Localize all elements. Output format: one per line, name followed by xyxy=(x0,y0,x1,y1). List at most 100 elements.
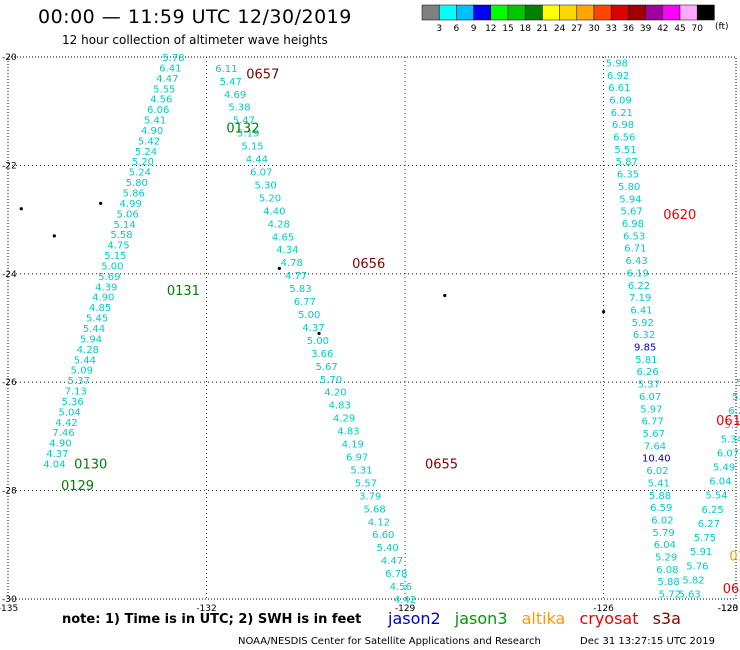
swh-value: 5.51 xyxy=(614,145,636,156)
generation-timestamp: Dec 31 13:27:15 UTC 2019 xyxy=(580,636,715,647)
swh-value: 4.34 xyxy=(276,245,298,256)
footer-note: note: 1) Time is in UTC; 2) SWH is in fe… xyxy=(62,612,362,627)
swh-value: 6.41 xyxy=(159,63,181,74)
swh-value: 5.20 xyxy=(132,157,154,168)
swh-value: 5.24 xyxy=(129,168,151,179)
colorbar-label: 42 xyxy=(657,24,668,34)
island-mark xyxy=(99,201,103,205)
colorbar-swatch xyxy=(679,4,698,21)
swh-value: 4.85 xyxy=(89,303,111,314)
swh-value: 5.44 xyxy=(83,324,105,335)
swh-value: 5.68 xyxy=(363,504,385,515)
swh-value: 10.40 xyxy=(642,454,671,465)
colorbar-label: 33 xyxy=(605,24,616,34)
colorbar-label: 70 xyxy=(691,24,703,34)
legend-jason3: jason3 xyxy=(454,609,508,628)
colorbar-label: 27 xyxy=(571,24,582,34)
colorbar-label: 45 xyxy=(674,24,685,34)
swh-value: 4.56 xyxy=(390,582,412,593)
colorbar-swatch xyxy=(610,4,629,21)
swh-value: 4.42 xyxy=(394,595,416,606)
y-tick-label: -26 xyxy=(2,378,17,388)
swh-value: 5.14 xyxy=(113,220,135,231)
chart-subtitle: 12 hour collection of altimeter wave hei… xyxy=(62,33,328,47)
x-tick-label: -129 xyxy=(395,604,416,614)
swh-value: 5.00 xyxy=(101,261,123,272)
island-mark xyxy=(443,293,447,298)
swh-value: 4.20 xyxy=(324,388,346,399)
colorbar-label: 3 xyxy=(436,24,442,34)
swh-value: 5.15 xyxy=(241,142,263,153)
chart-title: 00:00 — 11:59 UTC 12/30/2019 xyxy=(38,6,352,28)
swh-value: 3.66 xyxy=(311,349,333,360)
colorbar-swatch xyxy=(438,4,457,21)
swh-value: 6.98 xyxy=(622,219,644,230)
island-mark xyxy=(602,310,606,314)
swh-value: 5.79 xyxy=(653,528,675,539)
swh-value: 4.47 xyxy=(156,74,178,85)
swh-value: 4.99 xyxy=(120,199,142,210)
legend-altika: altika xyxy=(521,609,566,628)
swh-value: 5.49 xyxy=(713,462,735,473)
swh-value: 5.54 xyxy=(705,491,727,502)
pass-time-label: 0157 xyxy=(729,550,740,565)
swh-value: 6.07 xyxy=(639,392,661,403)
swh-value: 5.97 xyxy=(640,404,662,415)
swh-value: 5.86 xyxy=(123,189,145,200)
colorbar-label: 15 xyxy=(502,24,513,34)
swh-value: 6.53 xyxy=(623,231,645,242)
y-tick-label: -22 xyxy=(2,161,17,171)
swh-value: 4.90 xyxy=(49,439,71,450)
swh-value: 5.69 xyxy=(98,272,120,283)
colorbar-swatch xyxy=(645,4,664,21)
pass-time-label: 0131 xyxy=(167,284,200,299)
swh-value: 4.04 xyxy=(43,460,65,471)
swh-value: 4.56 xyxy=(150,95,172,106)
swh-value: 5.30 xyxy=(254,180,276,191)
swh-value: 4.37 xyxy=(302,323,324,334)
swh-value: 6.06 xyxy=(147,105,169,116)
swh-value: 6.07 xyxy=(717,448,739,459)
pass-time-label: 0130 xyxy=(74,458,107,473)
swh-value: 5.38 xyxy=(228,103,250,114)
colorbar-label: 21 xyxy=(537,24,548,34)
pass-time-label: 0655 xyxy=(425,458,458,473)
swh-value: 6.27 xyxy=(728,406,740,417)
islands xyxy=(19,201,606,336)
swh-value: 6.35 xyxy=(617,170,639,181)
swh-value: 5.76 xyxy=(686,561,708,572)
swh-value: 5.20 xyxy=(259,193,281,204)
colorbar-swatch xyxy=(490,4,509,21)
swh-value: 5.98 xyxy=(606,58,628,69)
swh-value: 6.32 xyxy=(633,330,655,341)
swh-value: 9.85 xyxy=(634,343,656,354)
axes: -135 -132 -129 -126 -123-120 -20 -22 -24 -26 -28 -… xyxy=(0,53,738,614)
swh-value: 6.43 xyxy=(625,256,647,267)
swh-value: 6.77 xyxy=(294,297,316,308)
x-tick-label: -132 xyxy=(196,604,216,614)
colorbar-unit: (ft) xyxy=(715,22,729,32)
swh-value: 5.09 xyxy=(71,366,93,377)
legend-cryosat: cryosat xyxy=(579,609,639,628)
swh-value: 5.37 xyxy=(68,376,90,387)
swh-value: 4.19 xyxy=(342,440,364,451)
colorbar-swatch xyxy=(473,4,492,21)
credit-line: NOAA/NESDIS Center for Satellite Applica… xyxy=(238,636,541,647)
swh-value: 5.87 xyxy=(616,157,638,168)
pass-time-label: 0620 xyxy=(663,208,696,223)
swh-value: 6.22 xyxy=(628,281,650,292)
swh-value: 6.77 xyxy=(641,417,663,428)
swh-value: 5.58 xyxy=(110,230,132,241)
swh-value: 5.80 xyxy=(618,182,640,193)
swh-value: 4.75 xyxy=(107,241,129,252)
swh-value: 4.78 xyxy=(281,258,303,269)
swh-value: 5.29 xyxy=(655,553,677,564)
swh-value: 3.79 xyxy=(359,491,381,502)
colorbar-label: 9 xyxy=(471,24,477,34)
swh-value: 7.46 xyxy=(52,428,74,439)
swh-value: 5.75 xyxy=(694,533,716,544)
swh-value: 5.70 xyxy=(320,375,342,386)
swh-value: 6.97 xyxy=(346,452,368,463)
swh-value: 5.82 xyxy=(682,575,704,586)
swh-value: 6.59 xyxy=(650,503,672,514)
